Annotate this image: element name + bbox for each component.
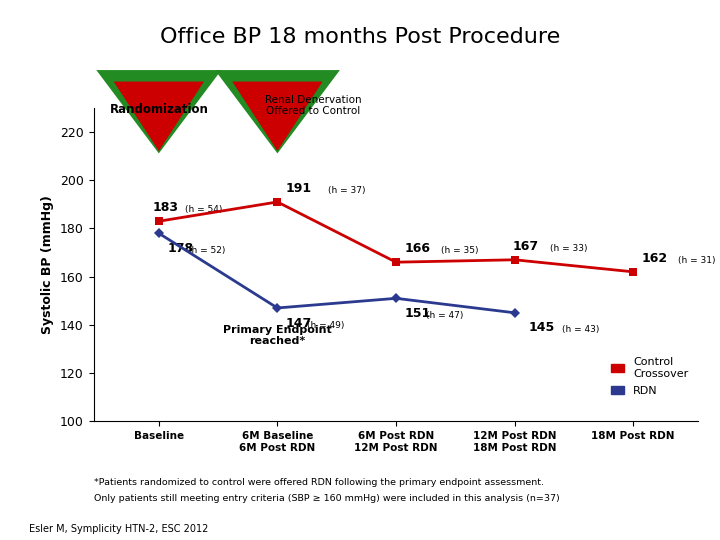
Text: (h = 49): (h = 49)	[307, 321, 344, 329]
Text: 183: 183	[153, 201, 179, 214]
Text: (h = 54): (h = 54)	[185, 205, 222, 214]
Legend: Control
Crossover, RDN: Control Crossover, RDN	[606, 353, 693, 400]
Text: (h = 33): (h = 33)	[550, 244, 588, 253]
Text: Renal Denervation
Offered to Control: Renal Denervation Offered to Control	[265, 95, 361, 117]
Text: Only patients still meeting entry criteria (SBP ≥ 160 mmHg) were included in thi: Only patients still meeting entry criter…	[94, 494, 559, 503]
Text: Office BP 18 months Post Procedure: Office BP 18 months Post Procedure	[160, 27, 560, 47]
Y-axis label: Systolic BP (mmHg): Systolic BP (mmHg)	[42, 195, 55, 334]
Text: 162: 162	[642, 252, 667, 265]
Text: 147: 147	[286, 316, 312, 329]
Text: (h = 35): (h = 35)	[441, 246, 479, 255]
Text: (h = 47): (h = 47)	[426, 311, 463, 320]
Text: (h = 43): (h = 43)	[562, 326, 599, 334]
Text: Primary Endpoint
reached*: Primary Endpoint reached*	[223, 325, 332, 347]
Text: Esler M, Symplicity HTN-2, ESC 2012: Esler M, Symplicity HTN-2, ESC 2012	[29, 524, 208, 534]
Text: (h = 31): (h = 31)	[678, 255, 716, 265]
Text: Randomization: Randomization	[109, 104, 208, 117]
Text: 191: 191	[286, 182, 312, 195]
Text: 151: 151	[405, 307, 431, 320]
Text: 145: 145	[528, 321, 555, 334]
Text: 166: 166	[405, 242, 431, 255]
Text: 178: 178	[167, 242, 193, 255]
Text: (h = 52): (h = 52)	[189, 246, 226, 255]
Text: *Patients randomized to control were offered RDN following the primary endpoint : *Patients randomized to control were off…	[94, 478, 544, 487]
Text: 167: 167	[512, 240, 539, 253]
Text: (h = 37): (h = 37)	[328, 186, 366, 195]
